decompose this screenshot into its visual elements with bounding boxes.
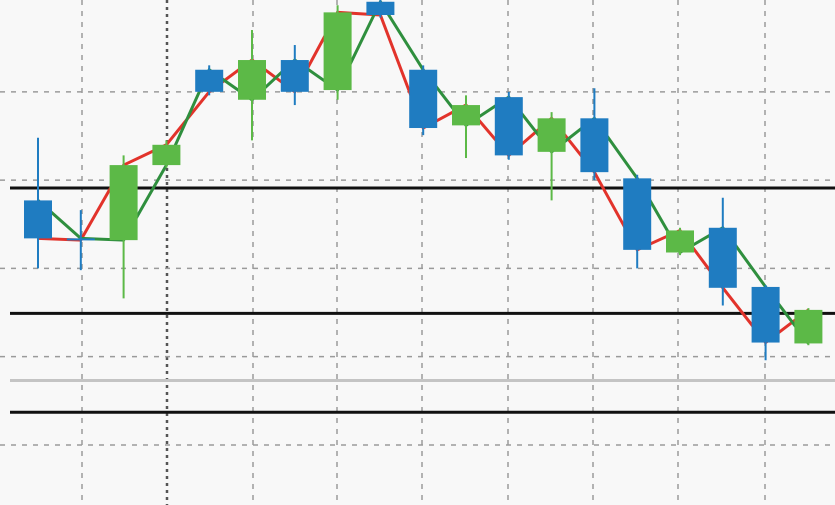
candle-body: [666, 230, 694, 253]
candle-body: [623, 178, 652, 250]
candle-body: [280, 60, 309, 92]
candle-body: [195, 69, 224, 92]
candle-body: [751, 286, 780, 343]
candle-body: [152, 144, 181, 166]
candle-body: [580, 118, 609, 173]
vertical-grid: [81, 0, 766, 505]
candle-body: [66, 238, 95, 241]
candle-body: [494, 97, 523, 156]
candle-body: [238, 60, 266, 100]
close-line: [37, 10, 810, 345]
candle-body: [109, 165, 138, 241]
candle-body: [24, 200, 52, 239]
candle-body: [452, 105, 480, 126]
open-line: [37, 0, 810, 345]
candle-body: [366, 1, 395, 16]
candle-body: [323, 12, 352, 91]
candle-body: [708, 227, 737, 288]
candle-body: [794, 309, 823, 344]
candle-body: [537, 118, 566, 152]
candle-body: [409, 69, 438, 129]
